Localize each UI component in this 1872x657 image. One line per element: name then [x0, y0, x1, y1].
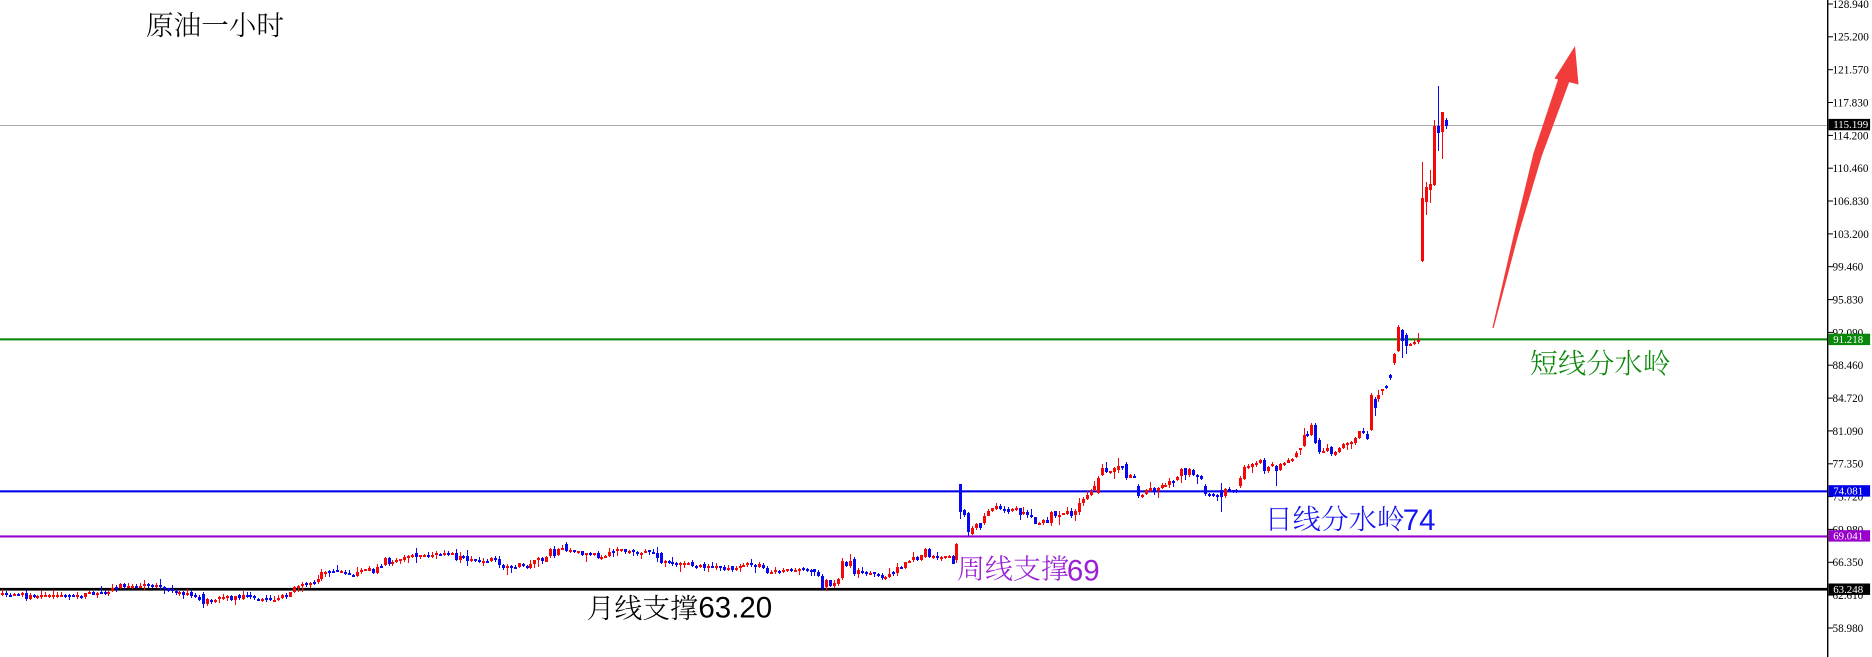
svg-text:77.350: 77.350 [1833, 459, 1864, 471]
svg-text:91.218: 91.218 [1833, 334, 1864, 346]
svg-text:69.041: 69.041 [1833, 531, 1863, 543]
svg-text:58.980: 58.980 [1833, 623, 1864, 635]
svg-text:99.460: 99.460 [1833, 262, 1864, 274]
svg-text:63.20: 63.20 [698, 592, 772, 625]
svg-text:117.830: 117.830 [1833, 97, 1869, 109]
svg-text:110.460: 110.460 [1833, 163, 1869, 175]
svg-text:88.460: 88.460 [1833, 360, 1864, 372]
svg-text:63.248: 63.248 [1833, 584, 1864, 596]
svg-text:106.830: 106.830 [1833, 196, 1870, 208]
svg-text:69: 69 [1067, 555, 1100, 588]
svg-text:95.830: 95.830 [1833, 295, 1864, 307]
svg-text:81.090: 81.090 [1833, 426, 1864, 438]
svg-text:74.081: 74.081 [1833, 486, 1863, 498]
svg-text:74: 74 [1403, 504, 1436, 537]
svg-text:103.200: 103.200 [1833, 229, 1870, 241]
svg-text:114.200: 114.200 [1833, 130, 1869, 142]
svg-text:115.199: 115.199 [1833, 119, 1868, 131]
svg-text:84.720: 84.720 [1833, 393, 1864, 405]
svg-text:66.350: 66.350 [1833, 557, 1864, 569]
svg-text:128.940: 128.940 [1833, 0, 1870, 11]
svg-text:125.200: 125.200 [1833, 32, 1870, 44]
svg-text:121.570: 121.570 [1833, 65, 1870, 77]
